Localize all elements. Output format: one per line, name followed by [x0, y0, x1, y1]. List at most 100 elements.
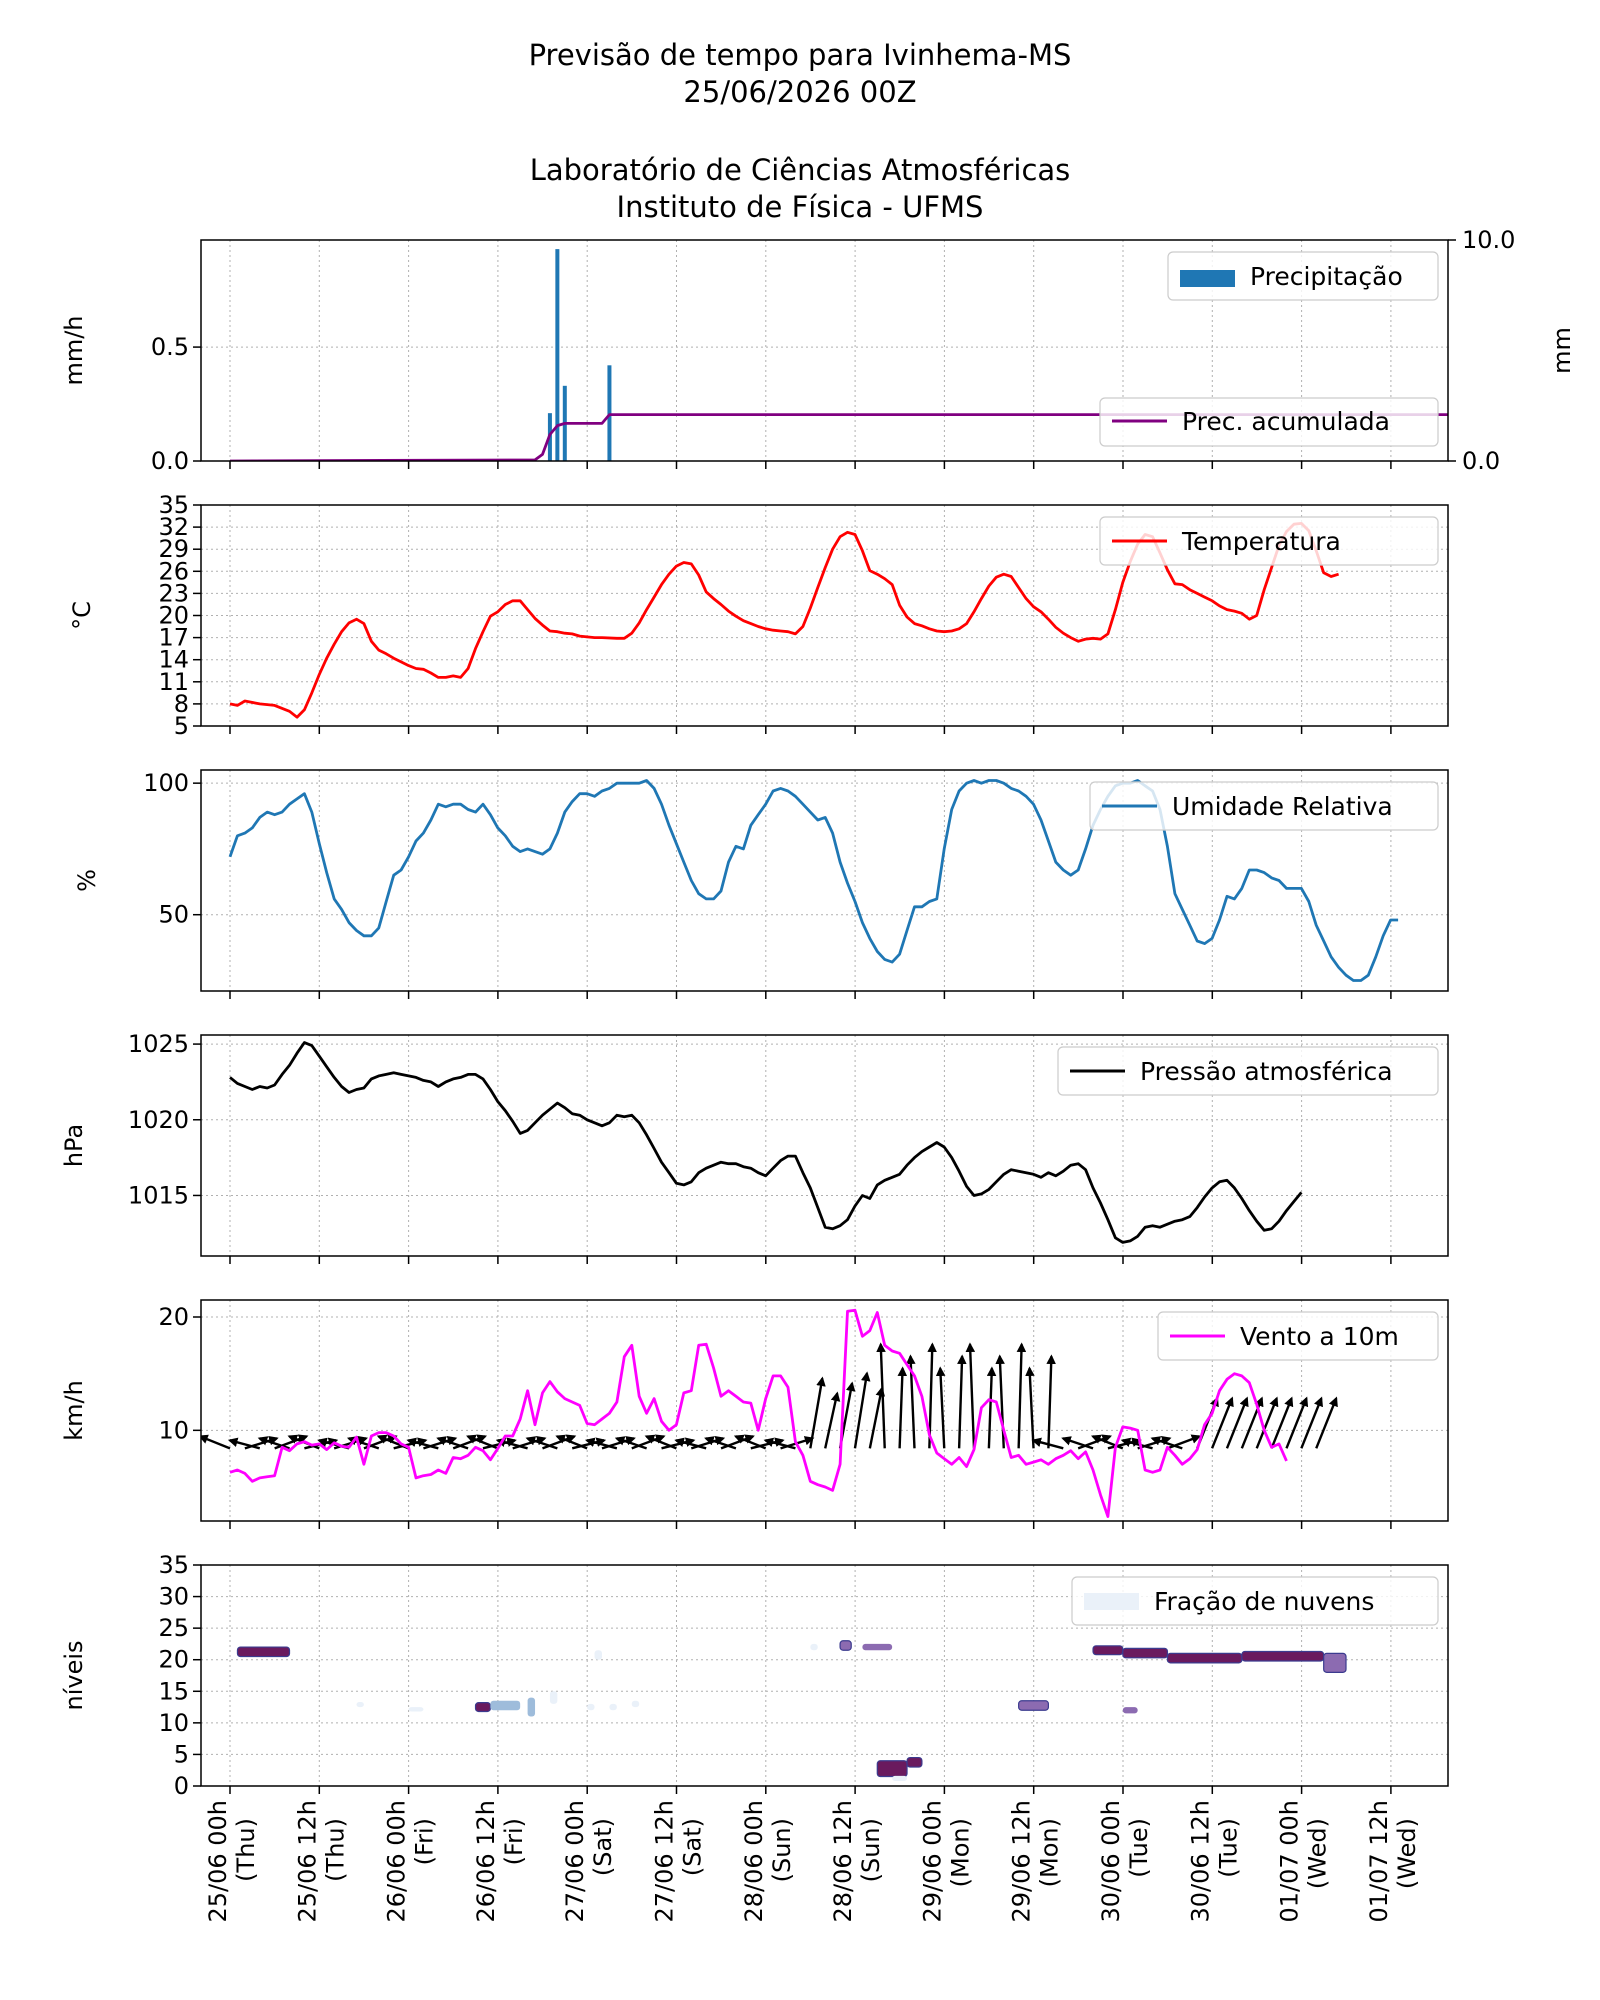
- wind-vector-arrow: [1046, 1354, 1056, 1449]
- wind-vector-arrow: [897, 1366, 908, 1449]
- wind-vector-arrow: [733, 1434, 767, 1450]
- plot-area: [229, 249, 1448, 461]
- y-tick-label: 20: [158, 602, 189, 630]
- y-tick-label: 5: [174, 712, 189, 740]
- cloud-fraction-cell: [587, 1703, 595, 1711]
- x-tick-date: 25/06 00h: [204, 1800, 232, 1923]
- wind-vector-arrow: [1167, 1434, 1202, 1450]
- x-tick-date: 25/06 12h: [293, 1800, 321, 1923]
- wind-vector-arrow: [704, 1436, 737, 1450]
- wind-vector-arrow: [1150, 1436, 1183, 1450]
- x-tick-date: 01/07 00h: [1276, 1800, 1304, 1923]
- x-tick-weekday: (Thu): [321, 1818, 349, 1882]
- y-tick-label: 17: [158, 624, 189, 652]
- x-tick-date: 29/06 00h: [918, 1800, 946, 1923]
- figure-title: Previsão de tempo para Ivinhema-MS 25/06…: [529, 38, 1072, 224]
- wind-vector-arrow: [585, 1437, 618, 1450]
- x-tick-weekday: (Tue): [1125, 1818, 1153, 1878]
- panel-clouds: 0 5 10 15 20 25 30 35 Fração de nuvens níveis: [60, 1551, 1449, 1800]
- wind-vector-arrow: [1270, 1396, 1294, 1449]
- x-tick-label: 26/06 00h (Fri): [383, 1800, 439, 1923]
- y-axis-label: %: [73, 869, 101, 892]
- cloud-fraction-cell: [862, 1643, 893, 1651]
- y-tick-label: 11: [158, 668, 189, 696]
- precip-bar: [555, 249, 560, 461]
- x-tick-date: 27/06 00h: [561, 1800, 589, 1923]
- x-tick-label: 29/06 12h (Mon): [1008, 1800, 1064, 1923]
- wind-vector-arrow: [436, 1436, 469, 1450]
- pressure-series-line: [229, 1041, 1303, 1244]
- cloud-fraction-cell: [1166, 1652, 1243, 1664]
- x-tick-weekday: (Tue): [1214, 1818, 1242, 1878]
- wind-vector-arrow: [525, 1436, 558, 1450]
- y-tick-label: 26: [158, 557, 189, 585]
- wind-vector-arrow: [1225, 1396, 1249, 1449]
- x-tick-label: 25/06 12h (Thu): [293, 1800, 349, 1923]
- wind-vector-arrow: [809, 1376, 826, 1449]
- legend-frame: [1099, 397, 1439, 447]
- wind-vector-arrow: [876, 1342, 886, 1449]
- legend-frame: [1099, 516, 1439, 566]
- wind-vector-arrow: [1285, 1396, 1309, 1449]
- x-tick-weekday: (Sat): [589, 1818, 617, 1876]
- accumulated-precip-line: [229, 413, 1448, 461]
- x-tick-weekday: (Sun): [768, 1818, 796, 1882]
- wind-vector-arrow: [986, 1366, 997, 1449]
- legend-label: Temperatura: [1181, 527, 1341, 556]
- wind-vector-arrow: [1315, 1396, 1338, 1449]
- x-tick-label: 29/06 00h (Mon): [918, 1800, 974, 1923]
- humidity-series-line: [228, 779, 1399, 982]
- legend-frame: [1157, 1311, 1439, 1361]
- x-tick-date: 26/06 00h: [383, 1800, 411, 1923]
- x-tick-weekday: (Mon): [1036, 1818, 1064, 1887]
- x-tick-label: 28/06 00h (Sun): [740, 1800, 796, 1923]
- y-right-tick-label: 10.0: [1462, 226, 1515, 254]
- cloud-fraction-cell: [1018, 1700, 1050, 1711]
- y-tick-label: 14: [158, 646, 189, 674]
- cloud-fraction-cell: [356, 1702, 364, 1708]
- cloud-fraction-cell: [631, 1700, 640, 1708]
- x-tick-date: 30/06 12h: [1186, 1800, 1214, 1923]
- wind-vector-arrow: [1061, 1436, 1094, 1450]
- y-tick-label: 29: [158, 535, 189, 563]
- wind-vector-arrow: [1025, 1366, 1035, 1449]
- y-tick-label: 1020: [128, 1106, 189, 1134]
- x-tick-label: 30/06 00h (Tue): [1097, 1800, 1153, 1923]
- x-tick-weekday: (Wed): [1304, 1818, 1332, 1889]
- legend-label: Prec. acumulada: [1182, 407, 1390, 436]
- y-tick-label: 15: [158, 1677, 189, 1705]
- axes-frame: [200, 1034, 1449, 1257]
- axes-frame: [200, 1564, 1449, 1787]
- x-tick-label: 25/06 00h (Thu): [204, 1800, 260, 1923]
- cloud-fraction-cell: [839, 1640, 852, 1651]
- cloud-fraction-cell: [906, 1756, 923, 1768]
- x-tick-date: 27/06 12h: [651, 1800, 679, 1923]
- x-tick-date: 26/06 12h: [472, 1800, 500, 1923]
- x-tick-weekday: (Fri): [411, 1818, 439, 1865]
- cloud-fraction-cell: [609, 1703, 617, 1711]
- x-tick-weekday: (Sat): [679, 1818, 707, 1876]
- legend-swatch-bar: [1180, 270, 1235, 287]
- legend-frame: [1089, 781, 1439, 831]
- x-tick-weekday: (Mon): [946, 1818, 974, 1887]
- panel-humidity: 50 100 Umidade Relativa%: [73, 769, 1449, 999]
- legend-label: Umidade Relativa: [1172, 792, 1393, 821]
- wind-vector-arrow: [1016, 1342, 1027, 1449]
- y-tick-label: 1015: [128, 1181, 189, 1209]
- x-tick-label: 01/07 00h (Wed): [1276, 1800, 1332, 1923]
- x-tick-label: 01/07 12h (Wed): [1365, 1800, 1421, 1923]
- x-tick-label: 28/06 12h (Sun): [829, 1800, 885, 1923]
- wind-vector-arrow: [935, 1366, 946, 1449]
- cloud-fraction-cell: [549, 1691, 558, 1704]
- legend-frame: [1057, 1046, 1439, 1096]
- wind-vector-arrow: [674, 1437, 707, 1450]
- axes-frame: [200, 239, 1449, 462]
- cloud-fraction-cell: [1092, 1645, 1124, 1656]
- panel-wind: 10 20 Vento a 10m km/h: [60, 1299, 1449, 1529]
- y-axis-label: °C: [68, 601, 96, 630]
- y-tick-label: 20: [158, 1646, 189, 1674]
- cloud-fraction-cell: [490, 1700, 521, 1711]
- x-tick-date: 28/06 12h: [829, 1800, 857, 1923]
